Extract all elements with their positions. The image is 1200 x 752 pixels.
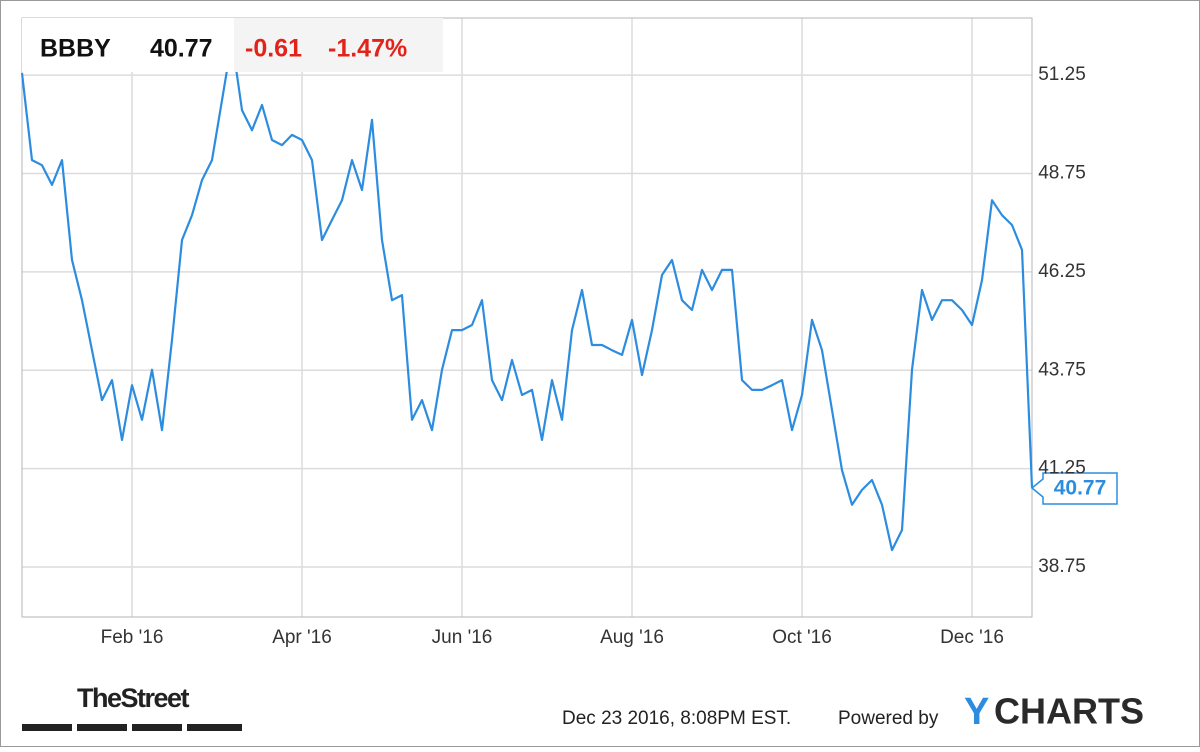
x-tick-label: Dec '16	[940, 627, 1004, 648]
last-price: 40.77	[150, 35, 213, 63]
x-tick-label: Aug '16	[600, 627, 664, 648]
x-tick-label: Jun '16	[432, 627, 493, 648]
series-layer	[20, 38, 1034, 552]
change-percent: -1.47%	[328, 35, 407, 63]
price-line	[20, 38, 1034, 552]
powered-by: Powered by	[838, 708, 939, 729]
last-value-tag: 40.77	[1030, 472, 1118, 505]
y-tick-label: 51.25	[1038, 64, 1086, 85]
brand-bar	[132, 724, 182, 731]
x-tick-label: Apr '16	[272, 627, 332, 648]
plot-area	[21, 17, 1033, 618]
y-tick-label: 41.25	[1038, 458, 1086, 479]
ticker: BBBY	[40, 35, 111, 63]
x-tick-label: Oct '16	[772, 627, 832, 648]
change: -0.61	[245, 35, 302, 63]
logo-y: Y	[964, 691, 989, 733]
logo-rest: CHARTS	[994, 691, 1144, 732]
header-price-box	[22, 18, 234, 72]
grid	[22, 18, 1032, 617]
brand-logo: TheStreet	[77, 683, 190, 713]
tag-box	[1030, 472, 1118, 505]
timestamp: Dec 23 2016, 8:08PM EST.	[562, 708, 791, 729]
brand-bar	[77, 724, 127, 731]
brand-bar	[22, 724, 72, 731]
x-tick-label: Feb '16	[101, 627, 164, 648]
y-tick-label: 38.75	[1038, 556, 1086, 577]
y-tick-label: 46.25	[1038, 261, 1086, 282]
brand-bar	[187, 724, 242, 731]
y-tick-label: 48.75	[1038, 162, 1086, 183]
tag-label: 40.77	[1054, 477, 1107, 500]
y-tick-label: 43.75	[1038, 359, 1086, 380]
